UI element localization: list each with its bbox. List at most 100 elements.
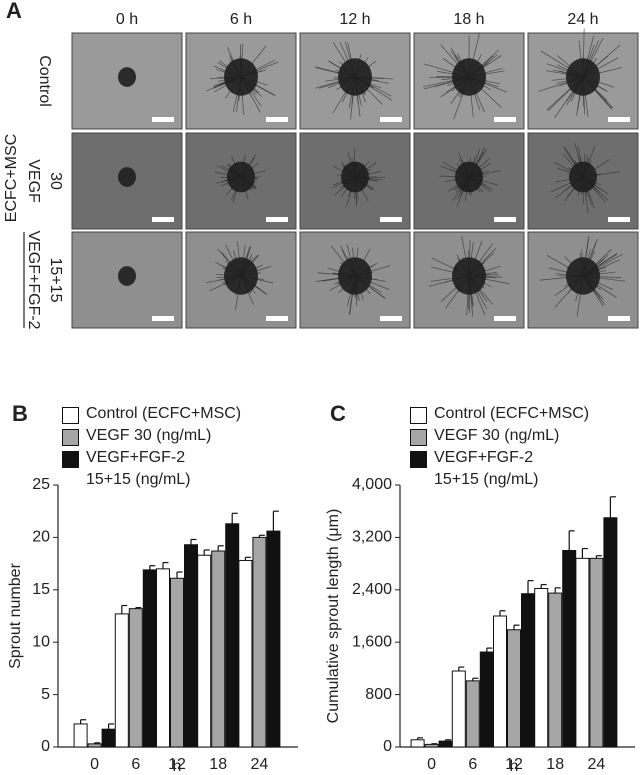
row-label: Control	[36, 55, 53, 107]
bar	[465, 680, 480, 748]
scale-bar	[380, 117, 402, 122]
column-header: 6 h	[230, 11, 252, 28]
row-label: VEGF	[25, 159, 42, 203]
spheroid	[118, 67, 136, 87]
scale-bar	[494, 316, 516, 321]
x-tick-label: 18	[546, 756, 564, 773]
spheroid	[566, 257, 600, 295]
bar	[211, 550, 226, 748]
legend-swatch	[62, 429, 79, 446]
group-label: ECFC+MSC	[3, 134, 20, 222]
error-bar	[458, 666, 465, 672]
bar	[479, 651, 494, 748]
error-bar	[540, 583, 547, 589]
column-header: 24 h	[567, 11, 598, 28]
error-bar	[231, 512, 238, 524]
legend-label: VEGF 30 (ng/mL)	[86, 427, 212, 444]
x-axis-label: h	[510, 758, 519, 775]
y-axis-label: Cumulative sprout length (μm)	[325, 509, 342, 724]
bar	[451, 670, 466, 748]
spheroid	[224, 58, 258, 96]
error-bar	[149, 565, 156, 570]
error-bar	[272, 510, 279, 532]
error-bar	[107, 723, 115, 730]
error-bar	[472, 677, 479, 681]
bar	[101, 728, 116, 748]
error-bar	[527, 580, 534, 594]
x-tick-label: 6	[131, 756, 140, 773]
column-header: 12 h	[339, 11, 370, 28]
y-tick-label: 1,600	[352, 633, 392, 650]
error-bar	[135, 607, 142, 609]
error-bar	[79, 719, 87, 724]
y-tick-label: 10	[32, 633, 50, 650]
error-bar	[581, 547, 588, 559]
bar	[438, 740, 453, 748]
scale-bar	[494, 217, 516, 222]
y-tick-label: 0	[41, 738, 50, 755]
legend-swatch	[62, 451, 79, 468]
panel-label: B	[12, 401, 28, 426]
y-tick-label: 20	[32, 529, 50, 546]
error-bar	[217, 545, 224, 552]
legend-label: Control (ECFC+MSC)	[434, 405, 590, 422]
error-bar	[258, 534, 265, 538]
error-bar	[244, 556, 251, 561]
spheroid	[452, 257, 486, 295]
spheroid	[118, 266, 136, 286]
bar	[252, 536, 267, 748]
bar	[156, 568, 170, 748]
bar	[534, 587, 549, 748]
legend-swatch	[410, 429, 427, 446]
error-bar	[513, 624, 520, 630]
scale-bar	[152, 316, 174, 321]
legend-label: Control (ECFC+MSC)	[86, 405, 242, 422]
spheroid	[569, 161, 597, 193]
y-tick-label: 15	[32, 581, 50, 598]
scale-bar	[380, 316, 402, 321]
spheroid	[224, 257, 258, 295]
error-bar	[554, 587, 561, 594]
error-bar	[486, 647, 493, 653]
error-bar	[176, 571, 183, 579]
bar	[424, 743, 439, 748]
spheroid	[452, 58, 486, 96]
x-tick-label: 24	[588, 756, 606, 773]
error-bar	[162, 561, 169, 569]
spheroid	[227, 161, 255, 193]
scale-bar	[608, 316, 630, 321]
bar	[73, 723, 88, 748]
error-bar	[190, 538, 197, 545]
error-bar	[417, 737, 424, 740]
y-tick-label: 800	[365, 686, 392, 703]
legend-label: VEGF+FGF-2 15+15 (ng/mL)	[86, 449, 191, 488]
spheroid	[118, 167, 136, 187]
row-label: 30	[47, 172, 64, 190]
bar	[575, 557, 590, 748]
x-tick-label: 6	[468, 756, 477, 773]
bar	[548, 592, 563, 748]
panel-label: A	[6, 0, 22, 23]
bar	[142, 569, 157, 748]
bar	[225, 523, 240, 748]
bar	[114, 613, 129, 748]
scale-bar	[266, 217, 288, 222]
x-axis-label: h	[173, 758, 182, 775]
y-tick-label: 5	[41, 686, 50, 703]
scale-bar	[152, 117, 174, 122]
y-tick-label: 2,400	[352, 581, 392, 598]
error-bar	[595, 555, 602, 559]
bar	[603, 517, 618, 748]
error-bar	[93, 742, 101, 744]
legend-label: VEGF+FGF-2 15+15 (ng/mL)	[434, 449, 539, 488]
legend-swatch	[410, 407, 427, 424]
row-label: VEGF+FGF-2	[25, 230, 42, 329]
spheroid	[338, 257, 372, 295]
spheroid	[566, 58, 600, 96]
bar	[493, 615, 507, 748]
spheroid	[338, 58, 372, 96]
scale-bar	[494, 117, 516, 122]
bar	[184, 544, 198, 748]
y-tick-label: 25	[32, 476, 50, 493]
scale-bar	[380, 217, 402, 222]
